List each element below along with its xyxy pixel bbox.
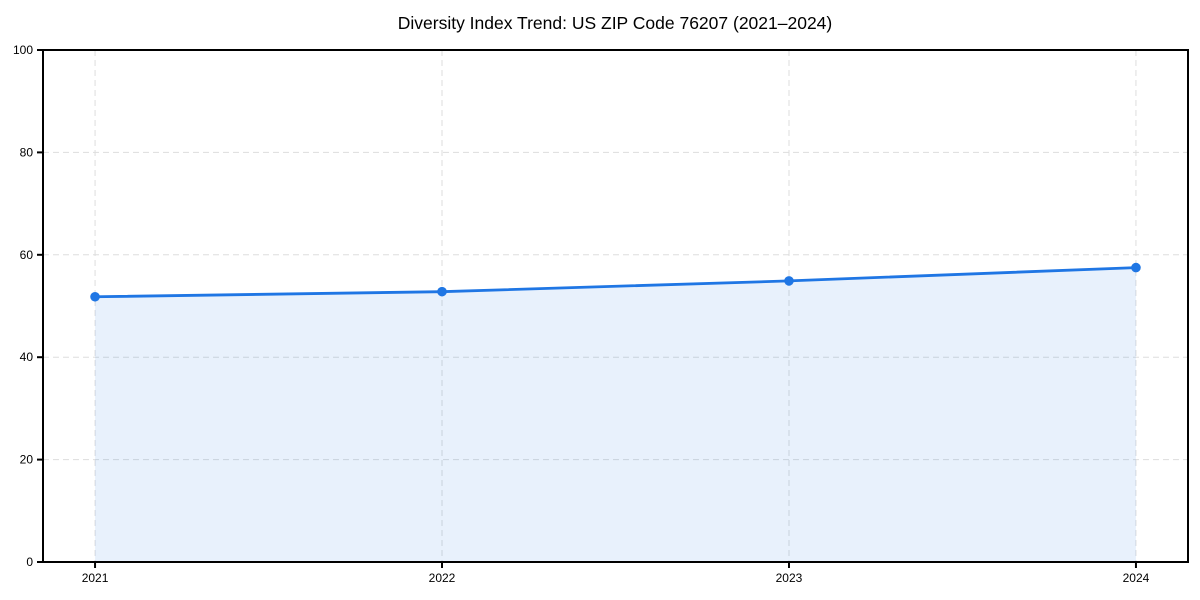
- chart-title: Diversity Index Trend: US ZIP Code 76207…: [398, 13, 833, 33]
- y-tick-label: 20: [20, 453, 34, 467]
- y-tick-label: 60: [20, 248, 34, 262]
- x-tick-label: 2024: [1123, 571, 1150, 585]
- data-point-marker: [90, 291, 100, 302]
- y-tick-label: 100: [13, 43, 33, 57]
- chart-series: [90, 262, 1141, 562]
- plot-border: [42, 49, 1189, 563]
- trend-line: [93, 266, 1138, 299]
- y-tick-label: 0: [26, 555, 33, 569]
- y-tick-label: 80: [20, 145, 34, 159]
- x-tick-label: 2023: [776, 571, 803, 585]
- area-fill: [95, 267, 1136, 562]
- data-point-marker: [1131, 262, 1141, 273]
- x-tick-label: 2021: [82, 571, 109, 585]
- chart-axes: 0 20 40 60 80 100 2021 2022 2023 2024: [13, 43, 1189, 585]
- data-point-marker: [784, 276, 794, 286]
- x-tick-label: 2022: [429, 571, 456, 585]
- y-tick-label: 40: [20, 350, 34, 364]
- data-point-marker: [437, 286, 447, 297]
